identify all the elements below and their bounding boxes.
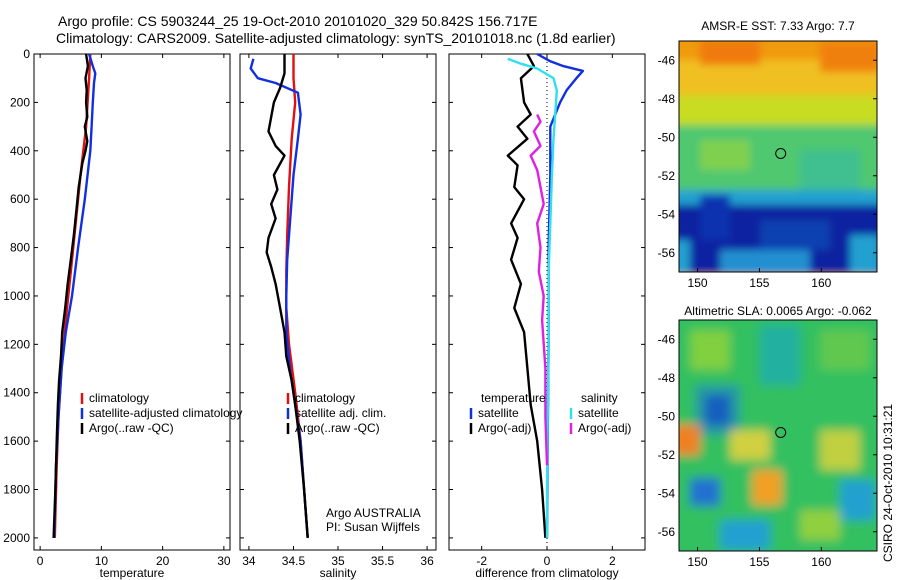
series-line-1 <box>506 53 547 538</box>
series-line-1 <box>53 53 97 538</box>
x-tick-label: 0 <box>37 554 44 568</box>
plot-frame <box>33 53 231 551</box>
legend-group-title: temperature <box>481 391 546 405</box>
map-x-tick-label: 155 <box>749 555 769 569</box>
series-line-2 <box>52 53 90 538</box>
x-axis-label: salinity <box>320 566 357 580</box>
y-tick-label: 1800 <box>3 483 30 497</box>
y-tick-label: 200 <box>10 95 30 109</box>
legend-entry: Argo(..raw -QC) <box>295 421 380 435</box>
x-axis-label: temperature <box>100 566 165 580</box>
legend-entry: climatology <box>295 391 355 405</box>
y-tick-label: 400 <box>10 144 30 158</box>
x-tick-label: 20 <box>156 554 170 568</box>
map-y-tick-label: -48 <box>658 92 676 106</box>
x-tick-label: -2 <box>476 554 487 568</box>
sst-map-panel: AMSR-E SST: 7.33 Argo: 7.7 <box>658 19 878 290</box>
map-y-tick-label: -48 <box>658 371 676 385</box>
y-tick-label: 1600 <box>3 434 30 448</box>
salinity-profile-panel: 34 34.5 35 35.5 36 salinity climatologysatelli… <box>239 53 437 580</box>
figure-title-line-1: Argo profile: CS 5903244_25 19-Oct-2010 … <box>58 13 538 29</box>
x-tick-label: 2 <box>609 554 616 568</box>
legend-entry: climatology <box>89 391 149 405</box>
map-x-tick-label: 160 <box>811 555 831 569</box>
argo-credit-annotation: PI: Susan Wijffels <box>326 520 420 534</box>
sla-map-title: Altimetric SLA: 0.0065 Argo: -0.062 <box>684 304 872 318</box>
y-tick-label: 2000 <box>3 531 30 545</box>
map-y-tick-label: -50 <box>658 130 676 144</box>
legend-entry: Argo(-adj) <box>578 421 631 435</box>
map-x-tick-label: 150 <box>688 276 708 290</box>
map-y-tick-label: -46 <box>658 332 676 346</box>
sst-profile-location-marker <box>775 148 787 159</box>
map-y-tick-label: -50 <box>658 409 676 423</box>
x-tick-label: 0 <box>544 554 551 568</box>
sst-map-title: AMSR-E SST: 7.33 Argo: 7.7 <box>701 19 855 33</box>
sla-profile-location-marker <box>775 427 787 438</box>
legend-entry: Argo(-adj) <box>478 421 531 435</box>
sla-heatmap-field <box>679 320 877 551</box>
legend-entry: Argo(..raw -QC) <box>89 421 174 435</box>
x-tick-label: 34 <box>242 554 256 568</box>
series-line-0 <box>285 54 309 538</box>
sla-map-panel: Altimetric SLA: 0.0065 Argo: -0.062 <box>658 304 878 569</box>
sla-map-frame <box>678 319 878 552</box>
x-tick-label: 36 <box>420 554 434 568</box>
legend-group-title: salinity <box>581 391 618 405</box>
y-tick-label: 0 <box>23 47 30 61</box>
figure-title-line-2: Climatology: CARS2009. Satellite-adjuste… <box>56 30 616 46</box>
legend-entry: satellite <box>578 406 619 420</box>
y-tick-label: 1200 <box>3 337 30 351</box>
map-y-tick-label: -54 <box>658 486 676 500</box>
x-tick-label: 35.5 <box>371 554 395 568</box>
sst-map-frame <box>678 40 878 273</box>
y-tick-label: 1400 <box>3 386 30 400</box>
series-line-2 <box>507 57 558 538</box>
y-tick-label: 1000 <box>3 289 30 303</box>
map-x-tick-label: 155 <box>749 276 769 290</box>
map-y-tick-label: -46 <box>658 53 676 67</box>
map-y-tick-label: -56 <box>658 525 676 539</box>
legend-entry: satellite <box>478 406 519 420</box>
x-tick-label: 34.5 <box>282 554 306 568</box>
legend-entry: satellite adj. clim. <box>295 406 386 420</box>
map-y-tick-label: -56 <box>658 246 676 260</box>
series-line-2 <box>265 54 309 538</box>
map-y-tick-label: -52 <box>658 169 676 183</box>
series-line-3 <box>529 114 549 466</box>
y-tick-label: 600 <box>10 192 30 206</box>
x-tick-label: 30 <box>217 554 231 568</box>
map-y-tick-label: -52 <box>658 448 676 462</box>
argo-credit-annotation: Argo AUSTRALIA <box>326 506 421 520</box>
x-tick-label: 35 <box>331 554 345 568</box>
x-tick-label: 10 <box>95 554 109 568</box>
y-tick-label: 800 <box>10 241 30 255</box>
legend-entry: satellite-adjusted climatology <box>89 406 242 420</box>
temperature-profile-panel: 0 200 400 600 800 1000 1200 1400 1600 1800 2000 0 10… <box>3 47 242 580</box>
map-x-tick-label: 160 <box>811 276 831 290</box>
credit-timestamp: CSIRO 24-Oct-2010 10:31:21 <box>881 404 895 562</box>
x-axis-label: difference from climatology <box>475 566 618 580</box>
map-x-tick-label: 150 <box>688 555 708 569</box>
map-y-tick-label: -54 <box>658 207 676 221</box>
sst-heatmap-field <box>679 41 877 272</box>
